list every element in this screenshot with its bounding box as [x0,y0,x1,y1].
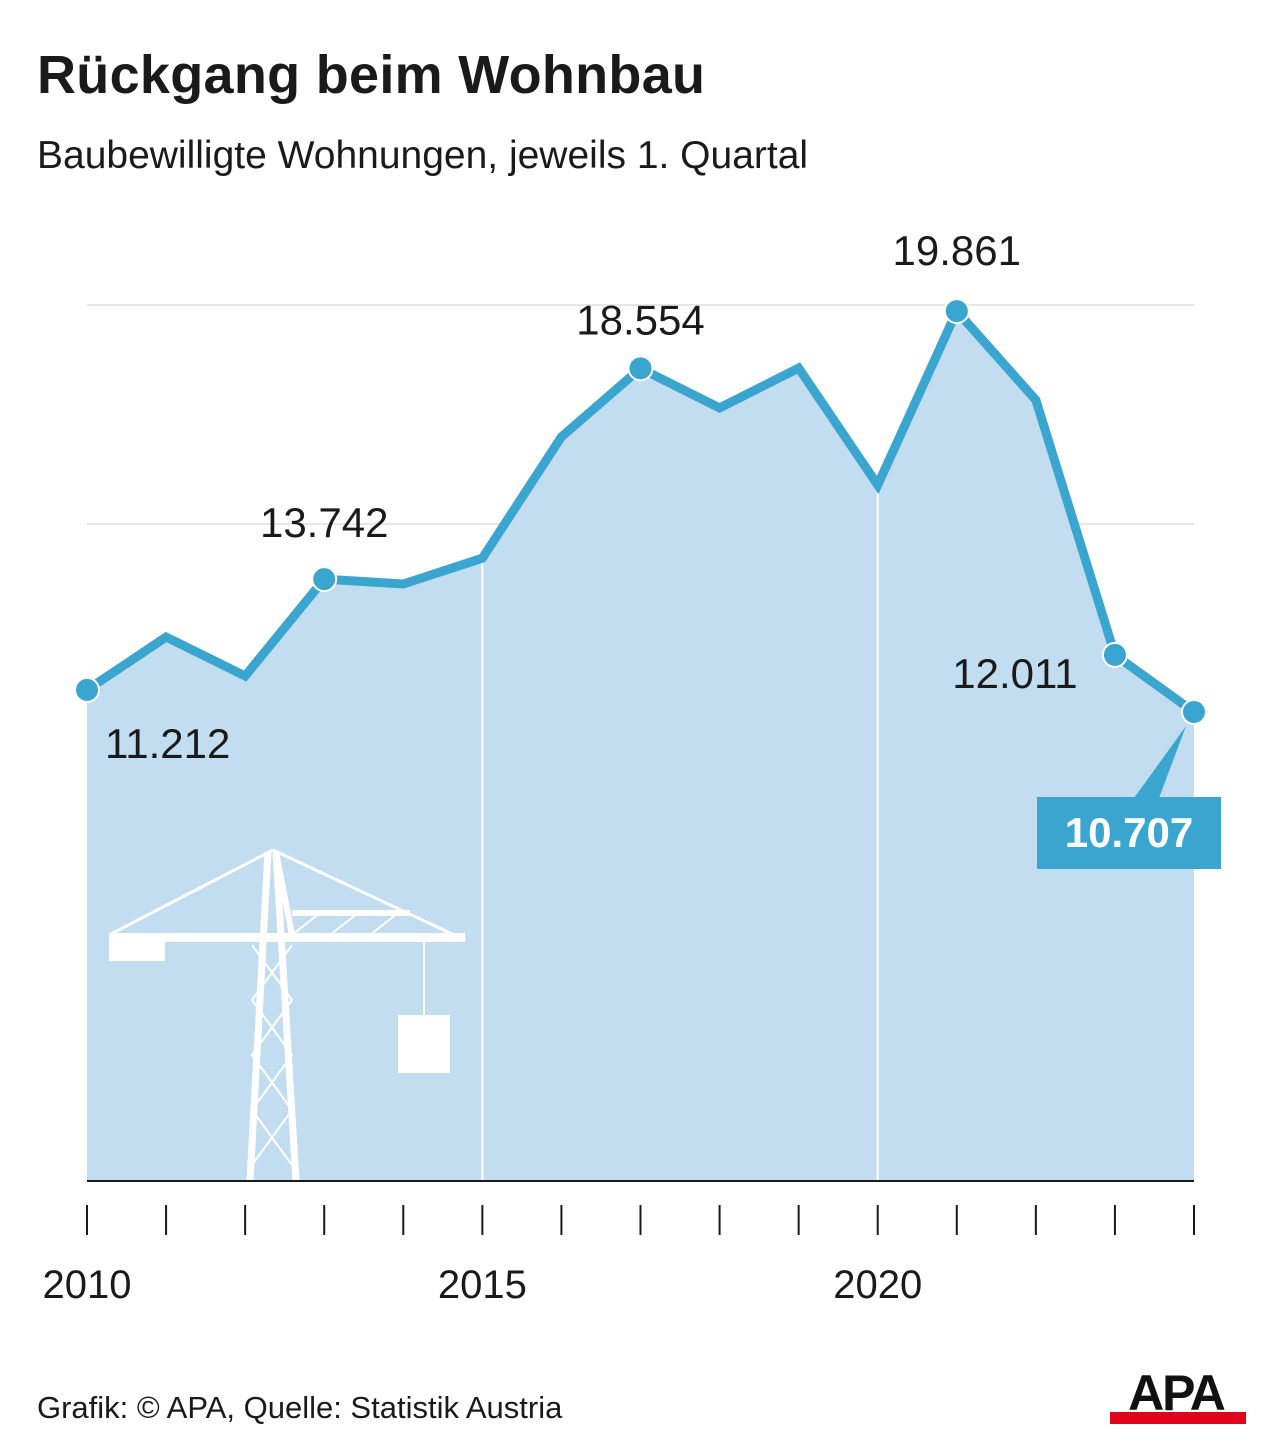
area-fill [87,311,1194,1181]
x-tick-label: 2020 [833,1263,922,1307]
data-point [74,676,100,703]
crane-icon [108,848,466,1182]
apa-logo: APA [1110,1368,1246,1424]
data-label: 11.212 [105,720,230,767]
data-label: 10.707 [1065,809,1193,856]
x-tick-label: 2010 [43,1263,132,1307]
data-point [943,298,970,325]
data-label: 19.861 [893,227,1021,274]
data-point [311,566,338,593]
chart-subtitle: Baubewilligte Wohnungen, jeweils 1. Quar… [37,134,809,177]
source-credit: Grafik: © APA, Quelle: Statistik Austria [37,1390,563,1425]
highlight-label-box [1037,797,1221,869]
chart-title: Rückgang beim Wohnbau [37,45,706,105]
data-label: 13.742 [260,499,388,546]
data-point [627,355,654,382]
x-tick-label: 2015 [438,1263,527,1307]
data-label: 18.554 [576,296,704,343]
data-label: 12.011 [952,650,1077,697]
data-point [1181,699,1207,726]
callout-pointer [1134,726,1186,799]
data-point [1101,641,1128,668]
